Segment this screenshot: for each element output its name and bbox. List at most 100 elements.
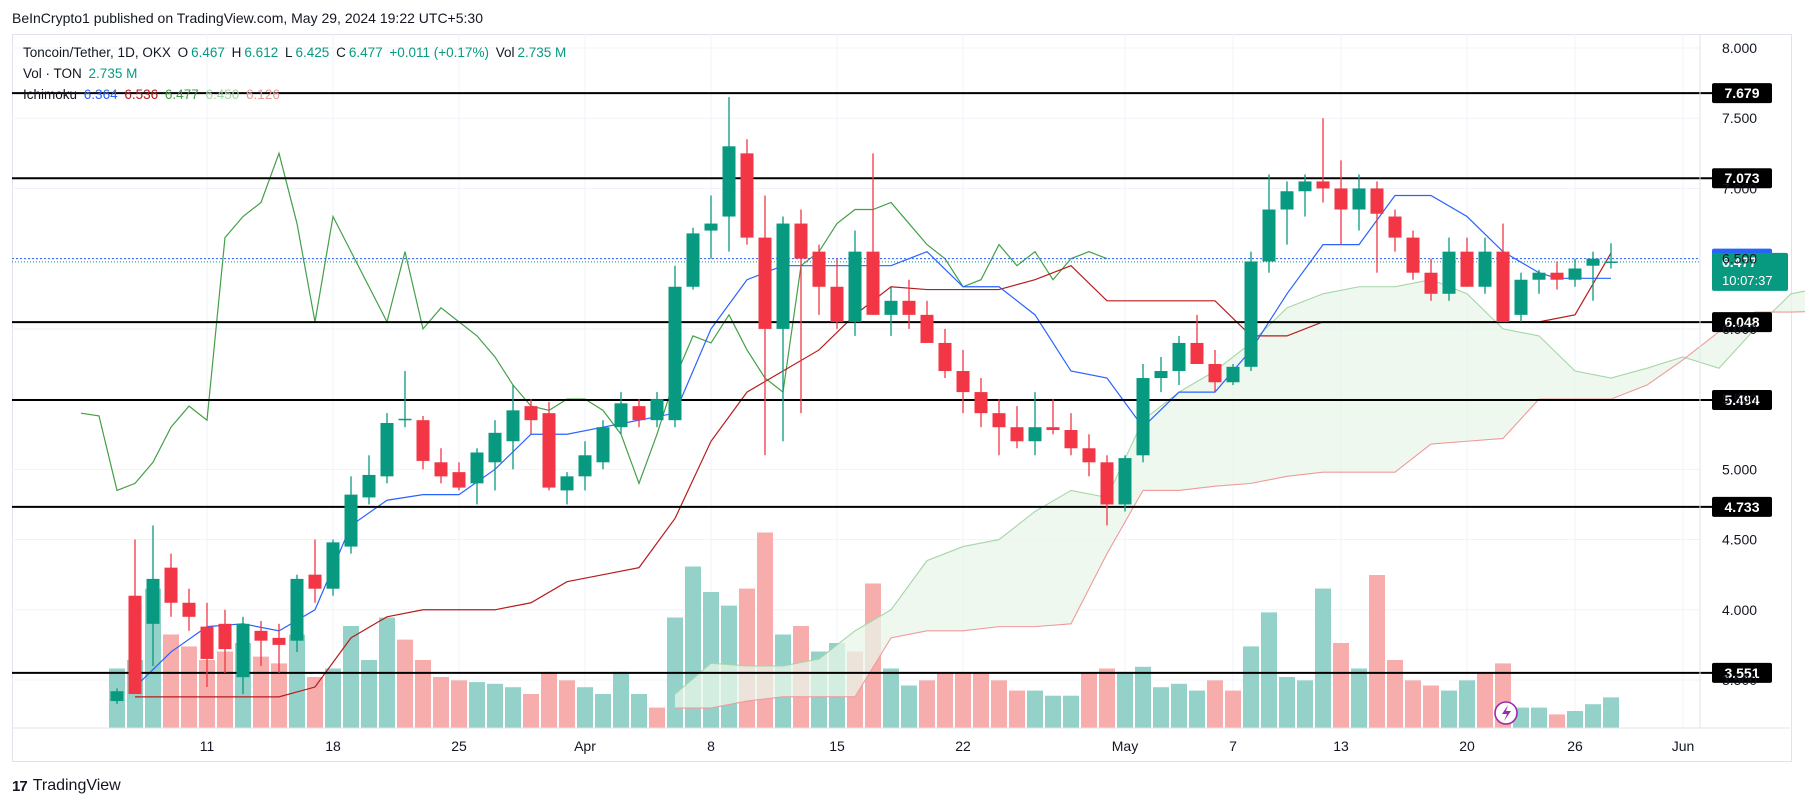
candle-body — [992, 413, 1006, 428]
volume-bar — [1045, 695, 1061, 728]
ichimoku-cloud — [675, 279, 1805, 709]
symbol-label[interactable]: Toncoin/Tether, 1D, OKX — [23, 45, 171, 60]
candle-body — [1010, 427, 1024, 442]
volume-bar — [1099, 668, 1115, 728]
level-label-bg — [1712, 662, 1772, 683]
y-tick-label: 5.000 — [1722, 461, 1757, 477]
x-tick-label: Apr — [574, 738, 596, 754]
axes: 8.000 7.500 7.000 6.500 6.000 5.500 5.000 4.500… — [12, 34, 1790, 754]
candle-body — [254, 630, 268, 641]
span-b-line — [675, 311, 1805, 709]
high-value: 6.612 — [244, 45, 279, 60]
candle-body — [470, 452, 484, 484]
volume-bar — [1531, 707, 1547, 728]
chart-frame[interactable] — [12, 34, 1792, 762]
x-tick-label: 15 — [829, 738, 845, 754]
volume-bar — [415, 660, 431, 728]
countdown-label: 10:07:37 — [1722, 273, 1773, 288]
candle-body — [1244, 261, 1258, 367]
candle-body — [884, 300, 898, 315]
candle-body — [740, 153, 754, 238]
candle-body — [1154, 371, 1168, 379]
candle-body — [1082, 448, 1096, 463]
candle-body — [1280, 191, 1294, 210]
volume-bar — [451, 680, 467, 728]
volume-bar — [163, 634, 179, 728]
ichimoku-span-a: 6.450 — [205, 87, 240, 102]
candle-body — [1172, 342, 1186, 372]
y-tick-label: 3.500 — [1722, 672, 1757, 688]
volume-bar — [577, 687, 593, 728]
volume-bar — [1585, 704, 1601, 728]
volume-bar — [1207, 680, 1223, 728]
candle-body — [614, 403, 628, 428]
volume-bar — [991, 680, 1007, 728]
candle-body — [1316, 181, 1330, 189]
volume-bar — [1369, 575, 1385, 728]
span-a-line — [674, 279, 1805, 695]
volume-bar — [631, 694, 647, 728]
volume-bar — [1243, 646, 1259, 728]
ichimoku-legend: Ichimoku 6.364 6.536 6.477 6.450 6.126 — [23, 87, 283, 102]
candle-body — [1046, 427, 1060, 431]
ichimoku-label[interactable]: Ichimoku — [23, 87, 78, 102]
vol-label: Vol — [495, 45, 515, 60]
y-tick-label: 8.000 — [1722, 40, 1757, 56]
ichimoku-conversion: 6.364 — [83, 87, 118, 102]
ichimoku-base: 6.536 — [124, 87, 159, 102]
candle-body — [938, 342, 952, 372]
candle-body — [902, 300, 916, 315]
candle-body — [830, 286, 844, 322]
volume-bar — [1567, 711, 1583, 728]
volume-bar — [289, 634, 305, 728]
volume-bar — [541, 671, 557, 728]
candles[interactable] — [110, 97, 1618, 704]
volume-bar — [1351, 668, 1367, 728]
candle-body — [326, 542, 340, 589]
y-tick-label: 6.000 — [1722, 321, 1757, 337]
level-label-bg — [1712, 496, 1772, 517]
volume-bar — [361, 660, 377, 728]
markers[interactable] — [1494, 701, 1518, 725]
x-tick-label: 22 — [955, 738, 971, 754]
level-label-bg — [1712, 389, 1772, 410]
candle-body — [1478, 251, 1492, 287]
candle-body — [524, 406, 538, 421]
y-tick-label: 4.500 — [1722, 532, 1757, 548]
level-label: 3.551 — [1724, 665, 1759, 681]
volume-bar — [901, 685, 917, 728]
candle-body — [1100, 462, 1114, 505]
high-label: H — [231, 45, 242, 60]
candle-body — [1550, 272, 1564, 280]
volume-bar — [1279, 677, 1295, 728]
volume-indicator-label[interactable]: Vol · TON — [23, 66, 82, 81]
candle-body — [200, 626, 214, 659]
low-value: 6.425 — [295, 45, 330, 60]
volume-bar — [1387, 660, 1403, 728]
volume-bar — [253, 656, 269, 728]
volume-bar — [343, 626, 359, 728]
y-tick-label: 6.500 — [1722, 251, 1757, 267]
y-tick-label: 7.000 — [1722, 180, 1757, 196]
published-note: BeInCrypto1 published on TradingView.com… — [12, 10, 483, 26]
tradingview-brand[interactable]: 17 TradingView — [12, 777, 121, 795]
current-price-label: 6.477 — [1722, 254, 1757, 270]
candle-body — [380, 422, 394, 477]
candle-body — [542, 413, 556, 488]
tradingview-logo-icon: 17 — [12, 777, 28, 795]
candle-body — [1604, 261, 1618, 263]
x-tick-label: 18 — [325, 738, 341, 754]
candle-body — [1406, 237, 1420, 273]
level-label: 7.679 — [1724, 85, 1759, 101]
volume-bar — [649, 707, 665, 728]
ichimoku-lagging: 6.477 — [164, 87, 199, 102]
candle-body — [164, 567, 178, 603]
volume-bar — [397, 639, 413, 728]
candle-body — [1442, 251, 1456, 294]
current-price-bg — [1712, 252, 1788, 291]
volume-bar — [487, 683, 503, 728]
x-tick-label: 11 — [200, 738, 215, 754]
brand-label: TradingView — [32, 777, 121, 794]
candle-body — [632, 406, 646, 421]
